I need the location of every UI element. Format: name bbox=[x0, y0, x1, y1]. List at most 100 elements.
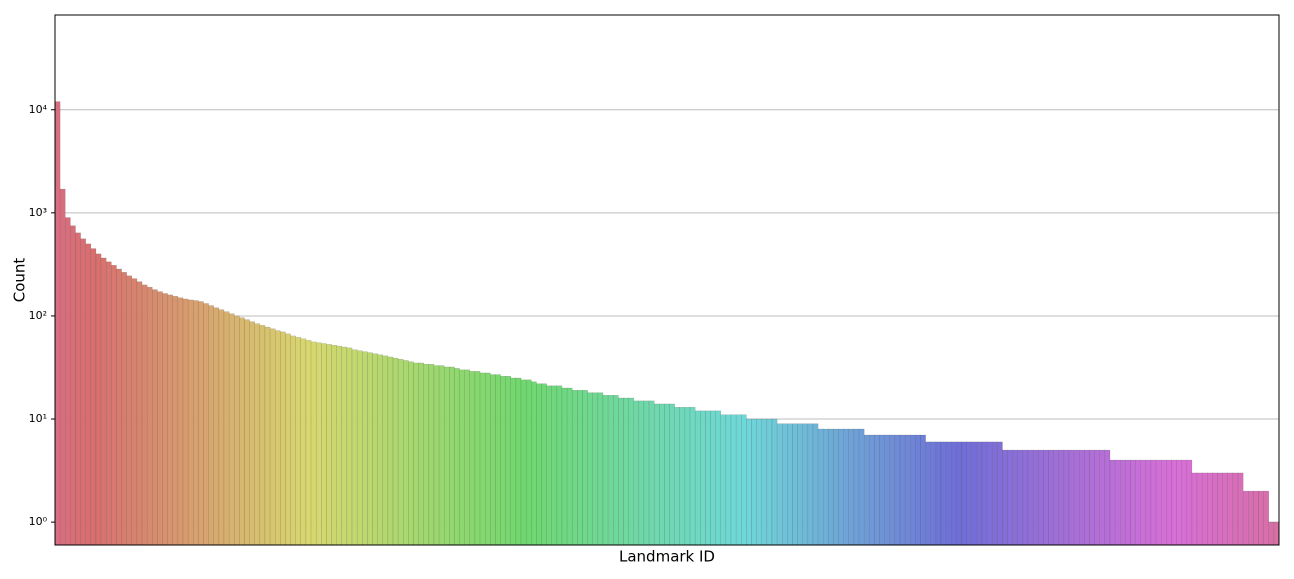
bar bbox=[915, 434, 921, 546]
bar bbox=[382, 355, 389, 546]
bar bbox=[828, 428, 834, 546]
bar bbox=[920, 434, 926, 546]
bar bbox=[904, 434, 911, 546]
bar bbox=[1094, 449, 1100, 546]
bar bbox=[397, 359, 404, 546]
bar bbox=[536, 383, 542, 546]
bar bbox=[280, 331, 286, 546]
bar bbox=[372, 353, 378, 546]
bar bbox=[1038, 449, 1044, 546]
bar bbox=[428, 364, 435, 546]
bar bbox=[710, 410, 716, 546]
bar bbox=[659, 403, 665, 546]
bar bbox=[1043, 449, 1049, 546]
bar bbox=[705, 410, 711, 546]
bar bbox=[669, 403, 675, 546]
bar bbox=[812, 423, 819, 546]
bar bbox=[884, 434, 890, 546]
bar bbox=[1273, 521, 1280, 546]
bar bbox=[484, 372, 491, 546]
bar bbox=[1104, 449, 1111, 546]
bar bbox=[761, 418, 768, 546]
bar bbox=[1263, 490, 1269, 546]
bar bbox=[1079, 449, 1085, 546]
bar bbox=[735, 414, 742, 546]
bar bbox=[1022, 449, 1029, 546]
bar bbox=[177, 297, 184, 546]
bar bbox=[403, 360, 409, 546]
bar bbox=[653, 403, 660, 546]
bar bbox=[776, 423, 783, 546]
bar bbox=[172, 296, 179, 546]
bar bbox=[239, 317, 245, 546]
bar bbox=[464, 369, 471, 546]
bar bbox=[121, 272, 127, 546]
bar bbox=[951, 441, 957, 546]
bar bbox=[341, 346, 348, 546]
bar bbox=[1191, 472, 1198, 546]
bar bbox=[1232, 472, 1239, 546]
bar bbox=[1242, 490, 1249, 546]
bar bbox=[802, 423, 809, 546]
bar bbox=[874, 434, 880, 546]
bar bbox=[730, 414, 737, 546]
bar bbox=[218, 309, 225, 546]
bar bbox=[433, 365, 440, 546]
bar bbox=[1089, 449, 1095, 546]
bar bbox=[572, 390, 578, 546]
bar bbox=[694, 410, 701, 546]
bar bbox=[1073, 449, 1080, 546]
bar bbox=[623, 397, 629, 546]
bar bbox=[1227, 472, 1234, 546]
bar bbox=[162, 293, 168, 546]
bar bbox=[551, 385, 558, 546]
bar bbox=[1027, 449, 1034, 546]
bar bbox=[1207, 472, 1213, 546]
bar bbox=[305, 340, 312, 546]
bar bbox=[474, 371, 481, 546]
bar bbox=[362, 351, 368, 546]
bar bbox=[520, 379, 527, 546]
bar bbox=[90, 248, 97, 546]
bar bbox=[638, 400, 645, 546]
bar bbox=[1150, 459, 1157, 546]
bar bbox=[597, 392, 604, 546]
bar bbox=[336, 345, 342, 546]
bar bbox=[879, 434, 885, 546]
bar bbox=[223, 311, 230, 546]
bar bbox=[1135, 459, 1141, 546]
bar bbox=[725, 414, 732, 546]
bar bbox=[418, 362, 424, 546]
y-tick-label: 10² bbox=[29, 309, 47, 322]
bar bbox=[1258, 490, 1264, 546]
bar bbox=[766, 418, 773, 546]
bar bbox=[700, 410, 706, 546]
bar bbox=[894, 434, 901, 546]
bar bbox=[541, 383, 547, 546]
bar bbox=[741, 414, 747, 546]
bar bbox=[792, 423, 798, 546]
bar bbox=[198, 301, 204, 546]
bar bbox=[684, 407, 691, 546]
bar bbox=[863, 434, 870, 546]
bar bbox=[971, 441, 978, 546]
bar bbox=[940, 441, 947, 546]
bar bbox=[500, 376, 506, 546]
bar bbox=[1222, 472, 1228, 546]
bar bbox=[85, 243, 92, 546]
bar bbox=[771, 418, 778, 546]
bar bbox=[182, 298, 189, 546]
bar bbox=[408, 361, 414, 546]
bar bbox=[602, 395, 609, 546]
bar bbox=[945, 441, 952, 546]
bar bbox=[510, 377, 517, 546]
bar bbox=[935, 441, 942, 546]
bar bbox=[413, 362, 419, 546]
bar bbox=[1063, 449, 1070, 546]
bar bbox=[587, 392, 593, 546]
bar bbox=[1212, 472, 1218, 546]
bar bbox=[285, 333, 291, 546]
bar bbox=[561, 387, 568, 546]
bar bbox=[75, 232, 81, 546]
